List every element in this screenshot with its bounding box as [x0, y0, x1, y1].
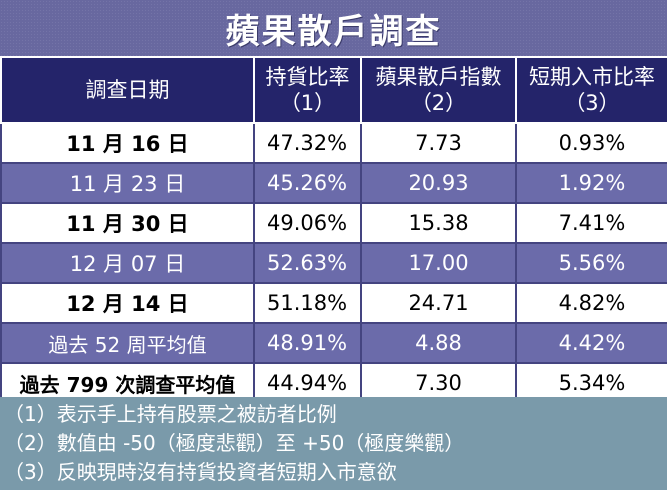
header-short-term-entry-label: 短期入市比率	[529, 65, 655, 89]
cell-date: 12 月 14 日	[0, 282, 255, 324]
cell-holding-ratio: 48.91%	[253, 322, 362, 364]
table-row: 12 月 14 日 51.18% 24.71 4.82%	[0, 282, 667, 324]
cell-date: 11 月 16 日	[0, 122, 255, 164]
header-retail-index-label: 蘋果散戶指數	[375, 65, 502, 89]
footnotes: （1）表示手上持有股票之被訪者比例 （2）數值由 -50（極度悲觀）至 +50（…	[0, 397, 667, 490]
header-holding-ratio-note: （1）	[279, 91, 336, 115]
table-row: 12 月 07 日 52.63% 17.00 5.56%	[0, 242, 667, 284]
cell-holding-ratio: 47.32%	[253, 122, 362, 164]
header-retail-index: 蘋果散戶指數 （2）	[360, 56, 517, 124]
cell-retail-index: 24.71	[360, 282, 517, 324]
cell-retail-index: 17.00	[360, 242, 517, 284]
cell-short-term-entry: 7.41%	[515, 202, 667, 244]
header-short-term-entry-note: （3）	[564, 91, 620, 115]
survey-table: 調查日期 持貨比率 （1） 蘋果散戶指數 （2） 短期入市比率 （3） 11 月…	[0, 56, 667, 404]
cell-date: 過去 52 周平均值	[0, 322, 255, 364]
header-survey-date: 調查日期	[0, 56, 255, 124]
cell-holding-ratio: 45.26%	[253, 162, 362, 204]
table-row: 11 月 16 日 47.32% 7.73 0.93%	[0, 122, 667, 164]
table-header-row: 調查日期 持貨比率 （1） 蘋果散戶指數 （2） 短期入市比率 （3）	[0, 56, 667, 124]
cell-short-term-entry: 4.82%	[515, 282, 667, 324]
cell-retail-index: 7.73	[360, 122, 517, 164]
cell-short-term-entry: 4.42%	[515, 322, 667, 364]
table-row: 11 月 23 日 45.26% 20.93 1.92%	[0, 162, 667, 204]
header-holding-ratio-label: 持貨比率	[265, 65, 350, 89]
footnote-2: （2）數值由 -50（極度悲觀）至 +50（極度樂觀）	[4, 431, 465, 455]
header-short-term-entry: 短期入市比率 （3）	[515, 56, 667, 124]
cell-short-term-entry: 5.56%	[515, 242, 667, 284]
cell-retail-index: 4.88	[360, 322, 517, 364]
cell-holding-ratio: 49.06%	[253, 202, 362, 244]
cell-date: 11 月 30 日	[0, 202, 255, 244]
footnote-3: （3）反映現時沒有持貨投資者短期入市意欲	[4, 460, 397, 484]
footnote-1: （1）表示手上持有股票之被訪者比例	[4, 402, 337, 426]
table-row: 過去 52 周平均值 48.91% 4.88 4.42%	[0, 322, 667, 364]
cell-holding-ratio: 51.18%	[253, 282, 362, 324]
page-title: 蘋果散戶調查	[225, 11, 442, 52]
cell-date: 12 月 07 日	[0, 242, 255, 284]
header-holding-ratio: 持貨比率 （1）	[253, 56, 362, 124]
cell-short-term-entry: 1.92%	[515, 162, 667, 204]
cell-date: 11 月 23 日	[0, 162, 255, 204]
header-retail-index-note: （2）	[410, 91, 467, 115]
table-row: 11 月 30 日 49.06% 15.38 7.41%	[0, 202, 667, 244]
cell-short-term-entry: 0.93%	[515, 122, 667, 164]
cell-holding-ratio: 52.63%	[253, 242, 362, 284]
cell-retail-index: 15.38	[360, 202, 517, 244]
cell-retail-index: 20.93	[360, 162, 517, 204]
